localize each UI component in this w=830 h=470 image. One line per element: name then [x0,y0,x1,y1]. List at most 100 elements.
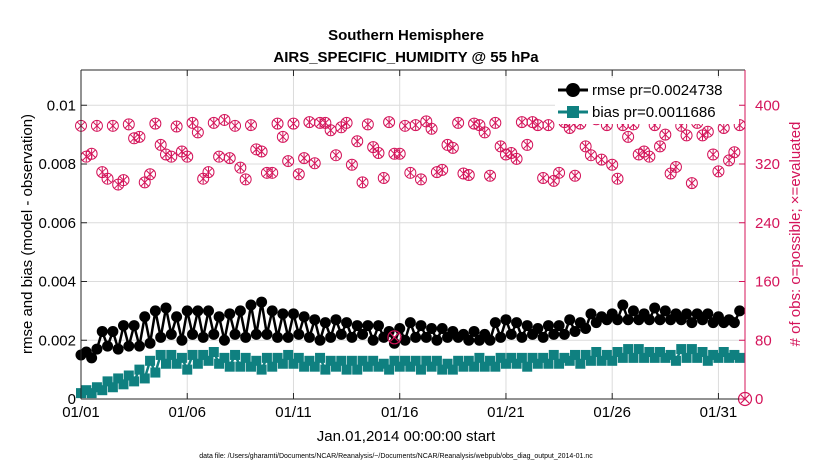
bias-point [384,364,395,375]
obs-evaluated-point [135,131,144,142]
bias-point [485,355,496,366]
bias-point [378,358,389,369]
rmse-point [181,305,193,317]
rmse-point [569,325,581,337]
annotation-stroke [389,332,399,342]
obs-evaluated-point [480,127,490,138]
obs-evaluated-point [103,173,112,184]
obs-evaluated-point [687,178,697,189]
obs-possible-point [728,146,741,159]
bias-point [400,355,411,366]
obs-evaluated-point [283,156,293,167]
bias-point [548,349,559,360]
obs-possible-point [191,126,204,139]
obs-evaluated-point [443,139,452,150]
obs-evaluated-point [379,172,389,183]
bias-point [490,361,501,372]
obs-evaluated-point [305,117,314,128]
bias-point [160,358,171,369]
obs-evaluated-point [246,120,256,131]
bias-point [293,352,304,363]
rmse-point [187,328,199,340]
bias-point [357,355,368,366]
bias-point [639,352,650,363]
obs-evaluated-point [544,120,553,131]
bias-point [405,361,416,372]
obs-evaluated-point [607,159,617,170]
bias-point [299,361,310,372]
rmse-point [102,340,114,352]
obs-evaluated-point [682,130,691,141]
bias-point [649,352,660,363]
bias-point [219,352,230,363]
obs-evaluated-point [358,177,367,188]
obs-possible-point [685,177,698,190]
obs-evaluated-point [384,117,394,128]
bias-point [288,358,299,369]
obs-evaluated-point [220,114,229,125]
obs-evaluated-point [660,129,670,140]
obs-possible-point [361,118,374,131]
obs-evaluated-point [294,169,304,180]
bias-point [155,349,166,360]
rmse-point [202,305,214,317]
rmse-point [234,305,246,317]
obs-possible-point [478,126,491,139]
obs-possible-point [298,152,311,165]
bias-point [463,355,474,366]
bias-point [506,352,517,363]
rmse-point [197,331,209,343]
bias-point [118,379,129,390]
bias-point [564,355,575,366]
obs-evaluated-point [464,170,474,181]
rmse-point [282,331,294,343]
bias-point [724,352,735,363]
rmse-point [91,343,103,355]
bias-point [511,358,522,369]
obs-evaluated-point [490,117,500,128]
rmse-point [372,320,384,332]
bias-point [341,364,352,375]
obs-possible-point [101,172,114,185]
obs-evaluated-point [310,158,320,169]
obs-evaluated-point [645,151,654,162]
rmse-point [155,331,167,343]
obs-evaluated-point [156,139,166,150]
bias-point [591,347,602,357]
obs-evaluated-point [342,117,351,128]
rmse-point [399,334,411,346]
bias-point [607,355,618,366]
rmse-point [521,320,533,332]
obs-evaluated-point [113,179,123,190]
obs-evaluated-point [161,149,171,160]
obs-evaluated-point [459,168,468,179]
bias-point [394,361,405,372]
obs-evaluated-point [533,120,543,131]
obs-evaluated-point [570,170,580,181]
rmse-point [542,320,554,332]
rmse-point [128,320,140,332]
bias-point [686,344,697,355]
bias-point [596,355,607,366]
rmse-point [325,331,337,343]
bias-point [676,344,687,355]
obs-possible-point [372,146,385,159]
rmse-point [351,320,363,332]
bias-point [469,361,480,372]
obs-possible-point [521,138,534,151]
obs-possible-point [202,166,215,179]
bias-point [251,355,262,366]
annotation-marker [387,330,402,345]
obs-evaluated-point [730,147,739,158]
legend-bias-label: bias pr=0.0011686 [592,104,716,121]
y-right-tick-label: 160 [755,274,780,291]
bias-point [628,352,639,363]
rmse-point [139,311,151,323]
bias-point [320,364,331,375]
obs-evaluated-point [289,118,298,129]
rmse-point [112,343,124,355]
bias-point [107,382,118,393]
bias-point [203,355,214,366]
rmse-point [107,325,119,337]
obs-possible-point [229,119,242,132]
